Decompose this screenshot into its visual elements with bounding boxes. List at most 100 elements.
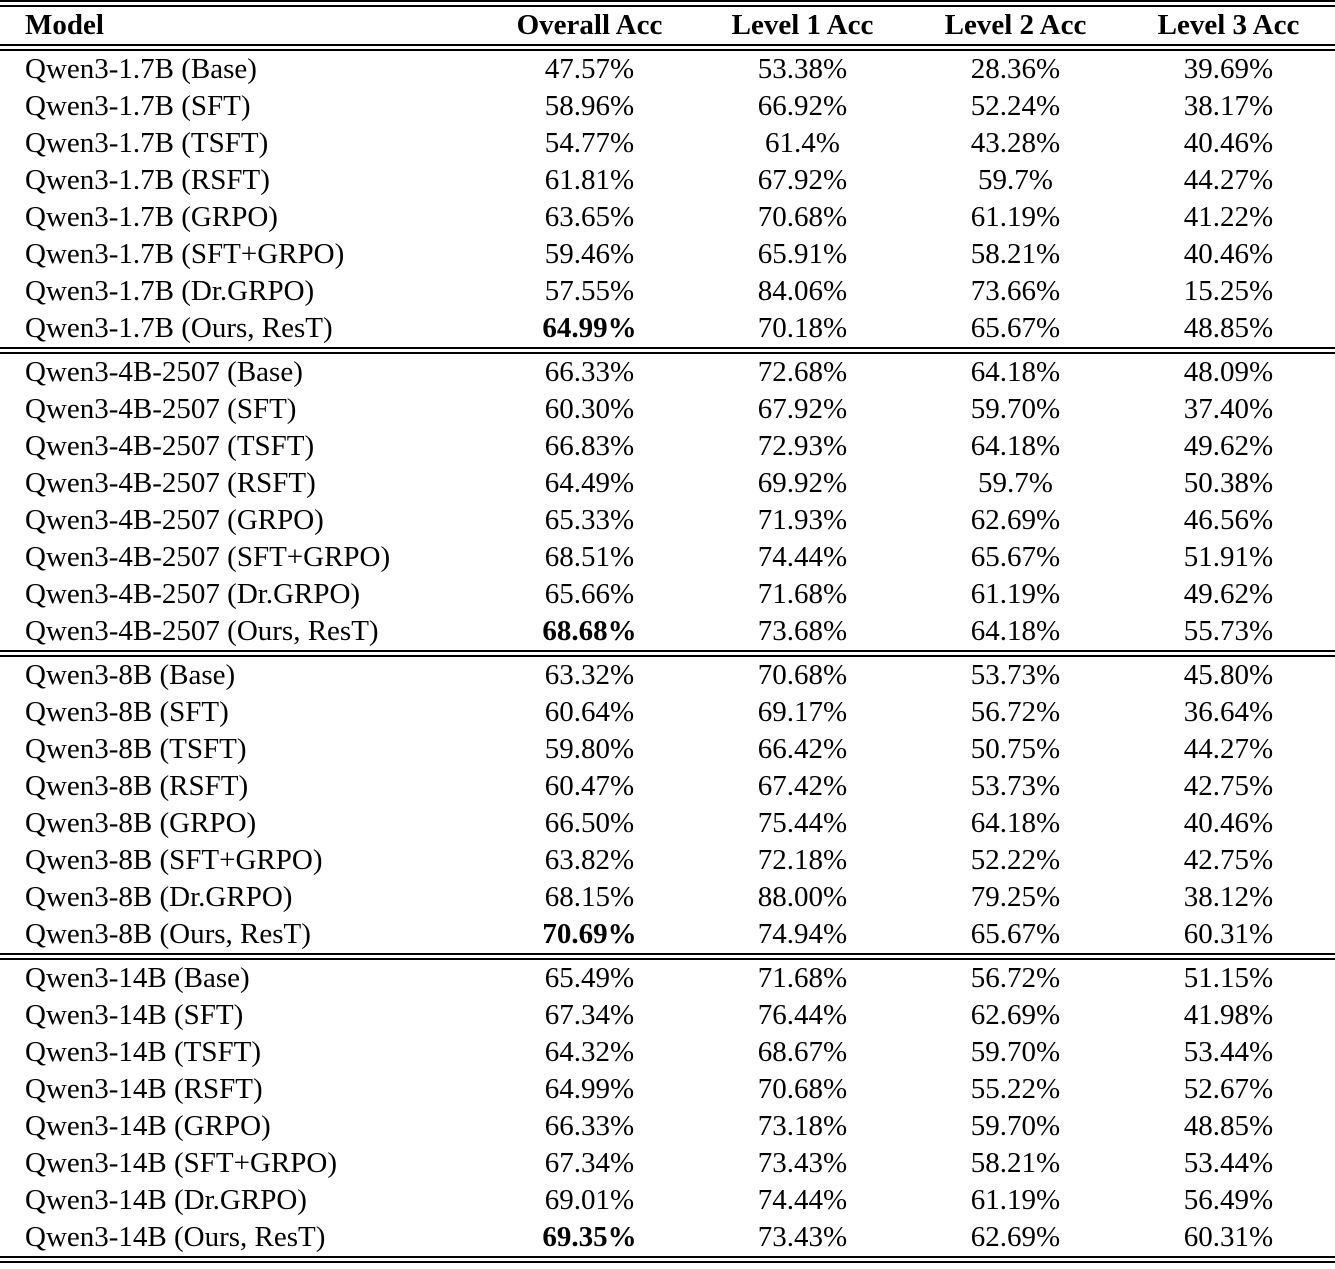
column-header-overall-acc: Overall Acc — [516, 9, 663, 41]
model-cell: Qwen3-1.7B (GRPO) — [25, 201, 278, 233]
level2-acc-cell: 73.66% — [970, 275, 1061, 307]
level2-acc-cell: 62.69% — [970, 1221, 1061, 1253]
model-cell: Qwen3-4B-2507 (Dr.GRPO) — [25, 578, 361, 610]
level1-acc-cell: 71.68% — [757, 578, 848, 610]
level2-acc-cell: 52.24% — [970, 90, 1061, 122]
level3-acc-cell: 41.22% — [1183, 201, 1274, 233]
model-cell: Qwen3-8B (RSFT) — [25, 770, 249, 802]
level1-acc-cell: 72.18% — [757, 844, 848, 876]
level1-acc-cell: 70.18% — [757, 312, 848, 344]
level1-acc-cell: 61.4% — [765, 127, 840, 159]
overall-acc-cell: 64.49% — [544, 467, 635, 499]
overall-acc-cell: 67.34% — [544, 999, 635, 1031]
overall-acc-cell: 66.50% — [544, 807, 635, 839]
model-cell: Qwen3-1.7B (Base) — [25, 53, 257, 85]
level2-acc-cell: 64.18% — [970, 615, 1061, 647]
model-cell: Qwen3-4B-2507 (GRPO) — [25, 504, 324, 536]
level2-acc-cell: 64.18% — [970, 356, 1061, 388]
model-cell: Qwen3-14B (Ours, ResT) — [25, 1221, 326, 1253]
level2-acc-cell: 62.69% — [970, 504, 1061, 536]
level3-acc-cell: 42.75% — [1183, 844, 1274, 876]
table-row: Qwen3-4B-2507 (Ours, ResT) 68.68% 73.68% 64… — [0, 613, 1335, 654]
level2-acc-cell: 53.73% — [970, 659, 1061, 691]
model-cell: Qwen3-14B (Base) — [25, 962, 250, 994]
level3-acc-cell: 39.69% — [1183, 53, 1274, 85]
level3-acc-cell: 52.67% — [1183, 1073, 1274, 1105]
level1-acc-cell: 72.93% — [757, 430, 848, 462]
level2-acc-cell: 50.75% — [970, 733, 1061, 765]
level2-acc-cell: 64.18% — [970, 430, 1061, 462]
model-cell: Qwen3-1.7B (Dr.GRPO) — [25, 275, 315, 307]
level3-acc-cell: 42.75% — [1183, 770, 1274, 802]
overall-acc-cell: 65.49% — [544, 962, 635, 994]
overall-acc-cell: 59.80% — [544, 733, 635, 765]
model-cell: Qwen3-14B (Dr.GRPO) — [25, 1184, 307, 1216]
level3-acc-cell: 56.49% — [1183, 1184, 1274, 1216]
overall-acc-cell: 60.47% — [544, 770, 635, 802]
overall-acc-cell: 63.82% — [544, 844, 635, 876]
model-cell: Qwen3-8B (Ours, ResT) — [25, 918, 311, 950]
level1-acc-cell: 66.42% — [757, 733, 848, 765]
level3-acc-cell: 49.62% — [1183, 430, 1274, 462]
model-cell: Qwen3-8B (SFT) — [25, 696, 229, 728]
overall-acc-cell: 68.51% — [544, 541, 635, 573]
table-row: Qwen3-4B-2507 (Base) 66.33% 72.68% 64.18% 48… — [0, 351, 1335, 392]
level2-acc-cell: 59.70% — [970, 393, 1061, 425]
table-row: Qwen3-14B (TSFT) 64.32% 68.67% 59.70% 53.44% — [0, 1034, 1335, 1071]
model-cell: Qwen3-1.7B (SFT+GRPO) — [25, 238, 345, 270]
table-row: Qwen3-8B (RSFT) 60.47% 67.42% 53.73% 42.75% — [0, 768, 1335, 805]
level1-acc-cell: 73.18% — [757, 1110, 848, 1142]
model-cell: Qwen3-1.7B (TSFT) — [25, 127, 269, 159]
level1-acc-cell: 68.67% — [757, 1036, 848, 1068]
level2-acc-cell: 59.70% — [970, 1110, 1061, 1142]
level2-acc-cell: 79.25% — [970, 881, 1061, 913]
overall-acc-cell: 66.33% — [544, 356, 635, 388]
model-group-0: Qwen3-1.7B (Base) 47.57% 53.38% 28.36% 39.69… — [0, 48, 1335, 351]
overall-acc-cell: 68.15% — [544, 881, 635, 913]
level2-acc-cell: 58.21% — [970, 1147, 1061, 1179]
level3-acc-cell: 48.09% — [1183, 356, 1274, 388]
overall-acc-cell: 66.33% — [544, 1110, 635, 1142]
overall-acc-cell: 68.68% — [542, 615, 637, 647]
table-row: Qwen3-1.7B (TSFT) 54.77% 61.4% 43.28% 40.46% — [0, 125, 1335, 162]
table-row: Qwen3-8B (Base) 63.32% 70.68% 53.73% 45.80% — [0, 654, 1335, 695]
table-row: Qwen3-1.7B (SFT) 58.96% 66.92% 52.24% 38.17% — [0, 88, 1335, 125]
table-row: Qwen3-8B (SFT+GRPO) 63.82% 72.18% 52.22% 42.… — [0, 842, 1335, 879]
level1-acc-cell: 71.68% — [757, 962, 848, 994]
table-row: Qwen3-1.7B (RSFT) 61.81% 67.92% 59.7% 44.27% — [0, 162, 1335, 199]
level3-acc-cell: 53.44% — [1183, 1147, 1274, 1179]
table-row: Qwen3-4B-2507 (TSFT) 66.83% 72.93% 64.18% 49… — [0, 428, 1335, 465]
level2-acc-cell: 65.67% — [970, 541, 1061, 573]
model-cell: Qwen3-4B-2507 (SFT) — [25, 393, 297, 425]
table-row: Qwen3-14B (SFT) 67.34% 76.44% 62.69% 41.98% — [0, 997, 1335, 1034]
table-row: Qwen3-4B-2507 (SFT) 60.30% 67.92% 59.70% 37.… — [0, 391, 1335, 428]
model-cell: Qwen3-4B-2507 (TSFT) — [25, 430, 315, 462]
column-header-level1-acc: Level 1 Acc — [731, 9, 874, 41]
table-row: Qwen3-4B-2507 (Dr.GRPO) 65.66% 71.68% 61.19… — [0, 576, 1335, 613]
level3-acc-cell: 48.85% — [1183, 312, 1274, 344]
level1-acc-cell: 65.91% — [757, 238, 848, 270]
level2-acc-cell: 65.67% — [970, 918, 1061, 950]
level1-acc-cell: 74.94% — [757, 918, 848, 950]
level3-acc-cell: 38.12% — [1183, 881, 1274, 913]
model-cell: Qwen3-14B (GRPO) — [25, 1110, 271, 1142]
overall-acc-cell: 61.81% — [544, 164, 635, 196]
model-group-1: Qwen3-4B-2507 (Base) 66.33% 72.68% 64.18% 48… — [0, 351, 1335, 654]
level3-acc-cell: 15.25% — [1183, 275, 1274, 307]
column-header-model: Model — [25, 9, 104, 41]
model-cell: Qwen3-1.7B (RSFT) — [25, 164, 270, 196]
model-cell: Qwen3-8B (SFT+GRPO) — [25, 844, 323, 876]
level3-acc-cell: 37.40% — [1183, 393, 1274, 425]
level2-acc-cell: 43.28% — [970, 127, 1061, 159]
model-cell: Qwen3-4B-2507 (Base) — [25, 356, 303, 388]
level3-acc-cell: 49.62% — [1183, 578, 1274, 610]
level2-acc-cell: 59.70% — [970, 1036, 1061, 1068]
level2-acc-cell: 28.36% — [970, 53, 1061, 85]
level3-acc-cell: 60.31% — [1183, 918, 1274, 950]
level3-acc-cell: 41.98% — [1183, 999, 1274, 1031]
table-row: Qwen3-14B (GRPO) 66.33% 73.18% 59.70% 48.85% — [0, 1108, 1335, 1145]
table-row: Qwen3-1.7B (Base) 47.57% 53.38% 28.36% 39.69… — [0, 48, 1335, 89]
level1-acc-cell: 53.38% — [757, 53, 848, 85]
